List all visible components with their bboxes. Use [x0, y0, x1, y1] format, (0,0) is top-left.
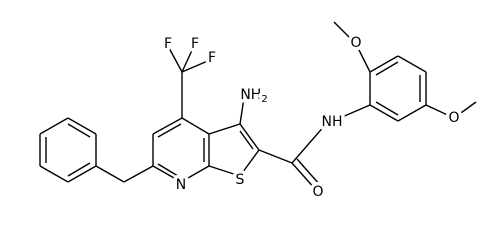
- atom-label: O: [448, 110, 459, 126]
- bonds: [39, 21, 477, 191]
- atom-label: N: [176, 177, 186, 193]
- atom-label: NH: [322, 114, 343, 130]
- atom-label: S: [236, 172, 245, 188]
- atom-label: O: [312, 184, 323, 200]
- structure: F F F NH2 NH O O O N S: [39, 21, 477, 204]
- atom-label: NH2: [240, 87, 267, 105]
- atom-label: O: [350, 35, 361, 51]
- atom-label-main: NH: [240, 87, 261, 103]
- atom-label: F: [191, 36, 199, 52]
- atom-label: F: [164, 36, 172, 52]
- atom-labels: F F F NH2 NH O O O N S: [160, 32, 463, 204]
- atom-label: F: [208, 50, 216, 66]
- atom-label-subscript: 2: [261, 94, 267, 105]
